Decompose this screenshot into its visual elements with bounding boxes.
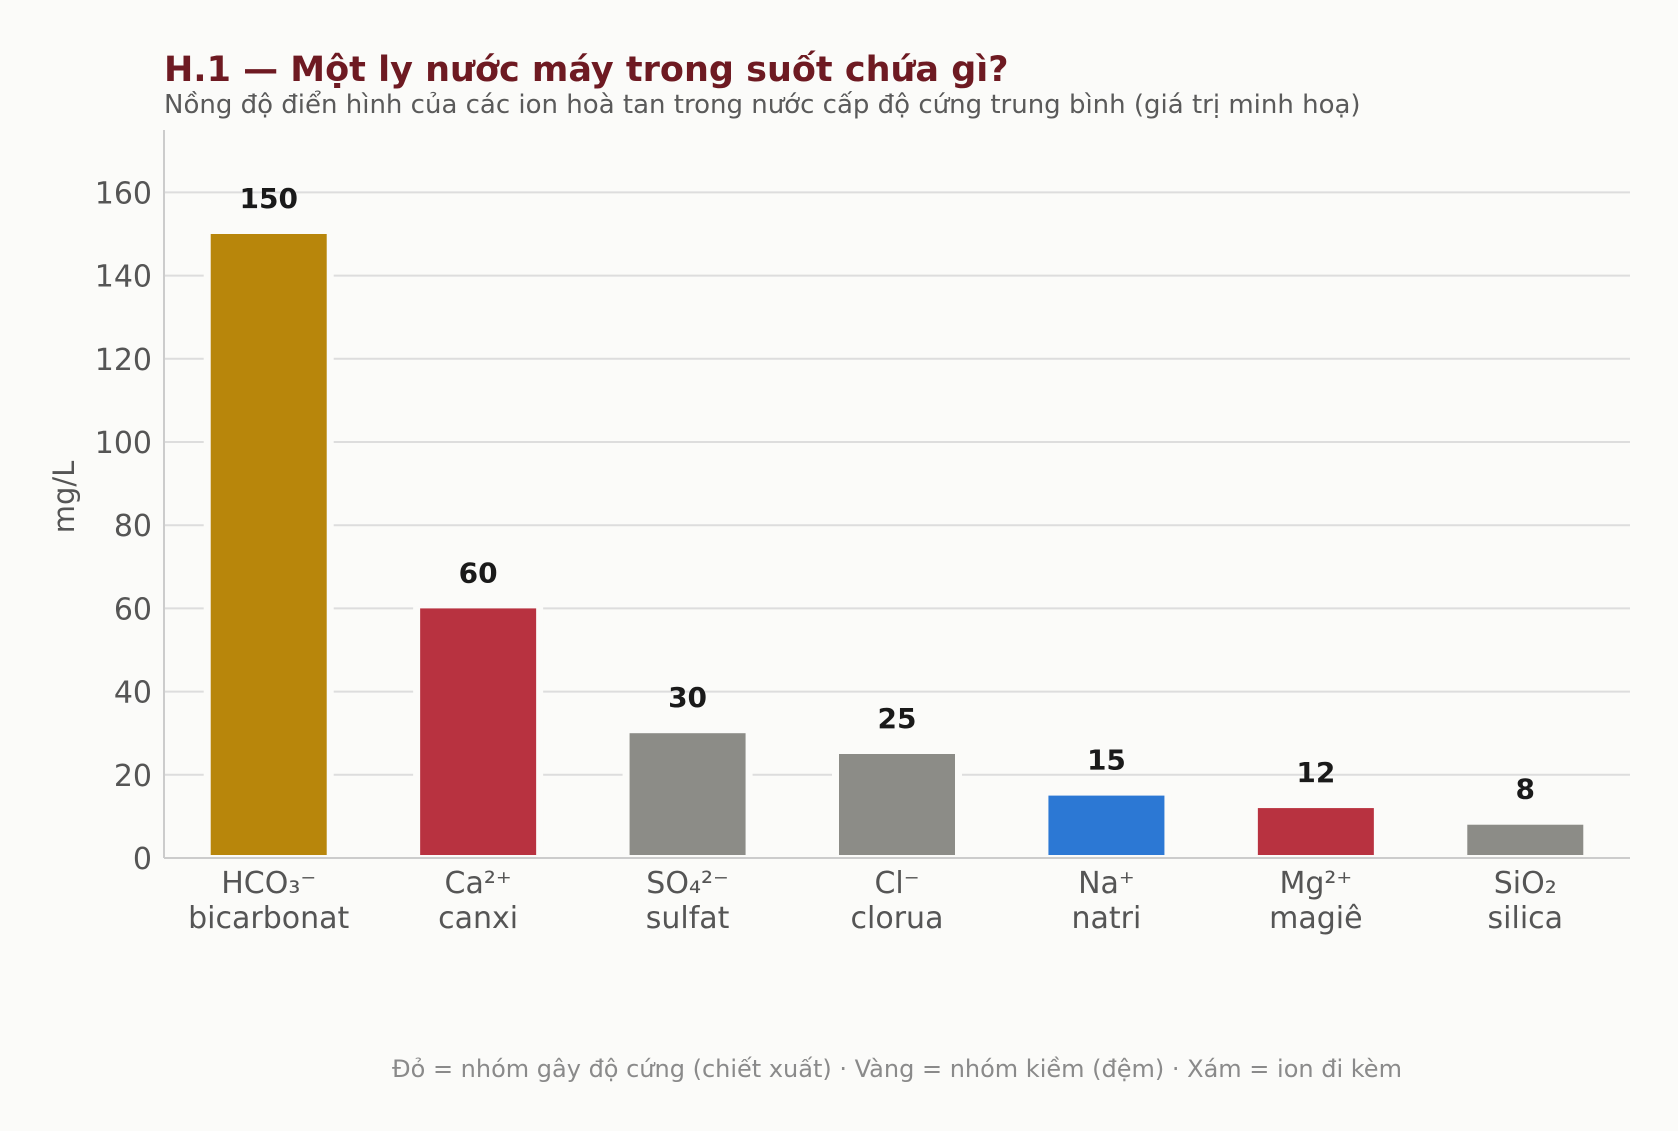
bar-value-label: 15 bbox=[1087, 744, 1126, 777]
y-tick-label: 20 bbox=[114, 759, 152, 794]
bar-value-label: 25 bbox=[878, 702, 917, 735]
x-tick-label-name: silica bbox=[1488, 901, 1564, 936]
x-tick-label-ion: Cl⁻ bbox=[874, 866, 919, 901]
y-tick-label: 60 bbox=[114, 592, 152, 627]
x-tick-label-name: sulfat bbox=[646, 901, 730, 936]
bar bbox=[1048, 795, 1165, 855]
bar bbox=[420, 608, 537, 855]
bar bbox=[210, 234, 327, 855]
y-tick-label: 160 bbox=[95, 176, 152, 211]
x-tick-label-ion: Mg²⁺ bbox=[1279, 866, 1352, 901]
bar-value-label: 8 bbox=[1516, 773, 1535, 806]
y-tick-label: 100 bbox=[95, 426, 152, 461]
x-tick-label-ion: SO₄²⁻ bbox=[646, 866, 729, 901]
y-tick-label: 40 bbox=[114, 676, 152, 711]
x-tick-label-name: natri bbox=[1072, 901, 1142, 936]
x-tick-label-ion: HCO₃⁻ bbox=[221, 866, 316, 901]
bar-value-label: 30 bbox=[668, 681, 707, 714]
chart-title: H.1 — Một ly nước máy trong suốt chứa gì… bbox=[164, 50, 1009, 90]
y-tick-label: 140 bbox=[95, 260, 152, 295]
x-tick-label-name: bicarbonat bbox=[188, 901, 349, 936]
y-tick-label: 0 bbox=[133, 842, 152, 877]
x-tick-label-ion: Na⁺ bbox=[1078, 866, 1135, 901]
bar-value-label: 60 bbox=[459, 556, 498, 589]
x-tick-label-ion: Ca²⁺ bbox=[445, 866, 512, 901]
grid-lines bbox=[164, 191, 1630, 776]
bar bbox=[1257, 808, 1374, 855]
x-tick-label-name: clorua bbox=[851, 901, 944, 936]
x-tick-label-name: canxi bbox=[438, 901, 518, 936]
y-axis-label: mg/L bbox=[47, 461, 81, 534]
x-tick-label-name: magiê bbox=[1269, 901, 1362, 936]
bar bbox=[1467, 824, 1584, 855]
bar bbox=[629, 733, 746, 855]
bars: 150 60 30 25 15 12 8 bbox=[203, 182, 1591, 858]
bar-value-label: 150 bbox=[239, 182, 297, 215]
y-tick-label: 120 bbox=[95, 343, 152, 378]
bar-value-label: 12 bbox=[1296, 756, 1335, 789]
y-tick-label: 80 bbox=[114, 509, 152, 544]
legend-footnote: Đỏ = nhóm gây độ cứng (chiết xuất) · Vàn… bbox=[392, 1055, 1402, 1083]
bar bbox=[839, 754, 955, 855]
axes: 0 20 40 60 80 100 120 140 160 HCO₃⁻bicarbonat Ca²⁺… bbox=[95, 130, 1630, 936]
chart-subtitle: Nồng độ điển hình của các ion hoà tan tr… bbox=[164, 89, 1361, 120]
x-tick-label-ion: SiO₂ bbox=[1494, 866, 1557, 901]
